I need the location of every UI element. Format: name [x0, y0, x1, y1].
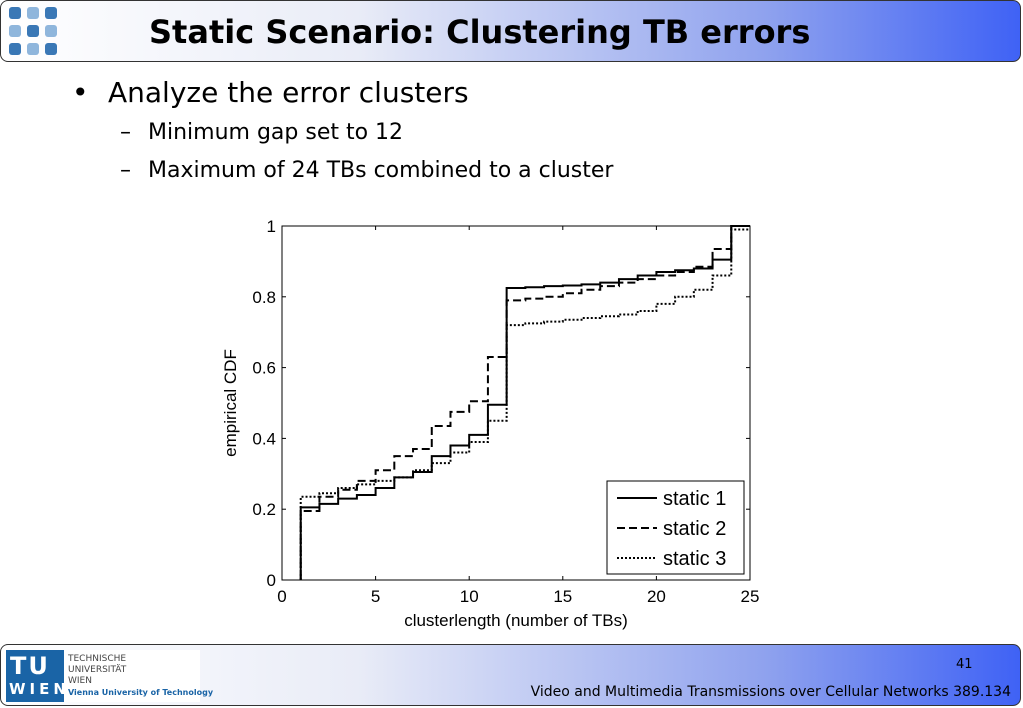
slide-title: Static Scenario: Clustering TB errors	[149, 13, 811, 51]
legend-label: static 2	[663, 518, 726, 540]
logo-line: WIEN	[68, 676, 92, 686]
dash-icon: –	[120, 120, 131, 145]
bullet-sub-text: Maximum of 24 TBs combined to a cluster	[148, 158, 614, 183]
bullet-dot-icon: •	[72, 76, 89, 109]
bullet-main-text: Analyze the error clusters	[108, 76, 469, 109]
x-tick-label: 15	[553, 587, 572, 606]
logo-line: TECHNISCHE	[68, 654, 127, 664]
logo-line: Vienna University of Technology	[68, 688, 214, 697]
x-axis-label: clusterlength (number of TBs)	[404, 611, 628, 630]
y-tick-label: 0.6	[252, 359, 276, 378]
bullet-sub-text: Minimum gap set to 12	[148, 120, 404, 145]
x-tick-label: 25	[741, 587, 760, 606]
legend-label: static 3	[663, 548, 726, 570]
y-tick-label: 0.2	[252, 500, 276, 519]
legend-label: static 1	[663, 488, 726, 510]
y-tick-label: 0	[267, 571, 276, 590]
slide-number: 41	[956, 657, 973, 672]
header-bar: Static Scenario: Clustering TB errors	[0, 0, 1021, 62]
tu-logo-box: TU WIEN	[6, 650, 66, 702]
y-tick-label: 0.4	[252, 429, 276, 448]
logo-wien-text: WIEN	[9, 680, 70, 698]
logo-caption: TECHNISCHE UNIVERSITÄT WIEN Vienna Unive…	[68, 654, 213, 698]
logo-line: UNIVERSITÄT	[68, 665, 127, 675]
x-tick-label: 5	[371, 587, 380, 606]
y-axis-label: empirical CDF	[221, 349, 240, 457]
x-tick-label: 10	[460, 587, 479, 606]
dash-icon: –	[120, 158, 131, 183]
y-tick-label: 0.8	[252, 288, 276, 307]
x-tick-label: 20	[647, 587, 666, 606]
dots-logo-icon	[9, 7, 57, 55]
tu-wien-logo: TU WIEN TECHNISCHE UNIVERSITÄT WIEN Vien…	[6, 650, 213, 702]
x-tick-label: 0	[277, 587, 286, 606]
y-tick-label: 1	[267, 217, 276, 236]
logo-tu-text: TU	[10, 652, 50, 680]
course-title: Video and Multimedia Transmissions over …	[530, 684, 1011, 700]
series-line-1	[299, 225, 750, 580]
